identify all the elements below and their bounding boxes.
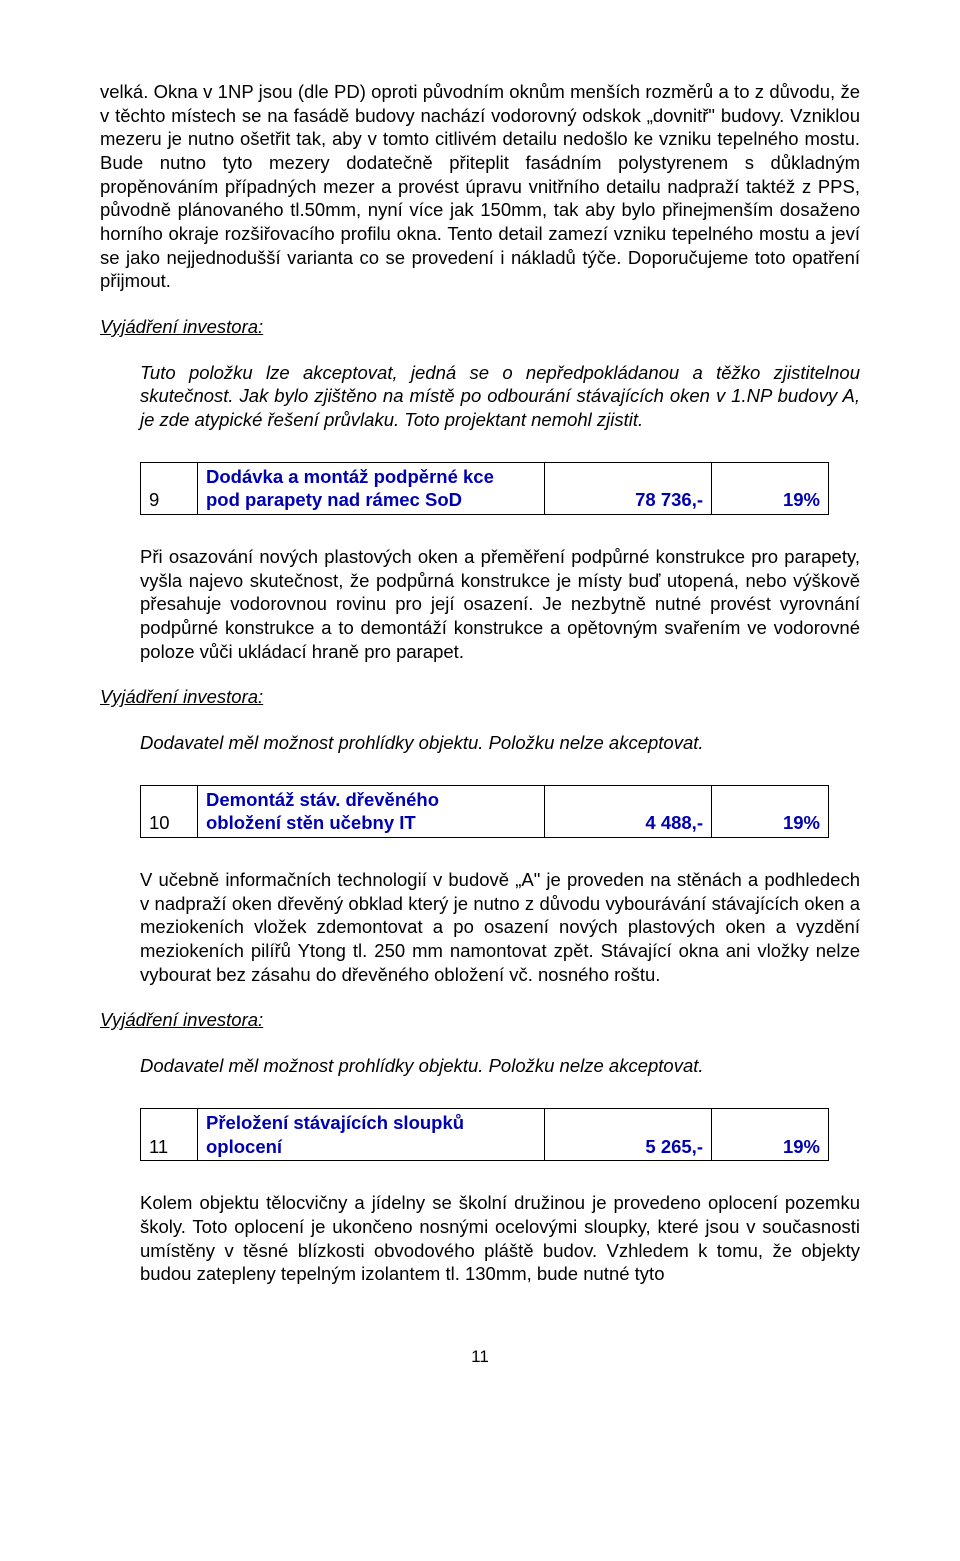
page-number: 11	[100, 1346, 860, 1368]
investor-response-3: Dodavatel měl možnost prohlídky objektu.…	[140, 1054, 860, 1078]
item-pct-cell: 19%	[712, 462, 829, 514]
investor-response-2: Dodavatel měl možnost prohlídky objektu.…	[140, 731, 860, 755]
item-table-9: 9 Dodávka a montáž podpěrné kce pod para…	[140, 462, 829, 515]
item-desc-cell: Přeložení stávajících sloupků oplocení	[198, 1108, 545, 1160]
item-pct-cell: 19%	[712, 785, 829, 837]
item-table-10: 10 Demontáž stáv. dřevěného obložení stě…	[140, 785, 829, 838]
investor-statement-label-2: Vyjádření investora:	[100, 685, 860, 709]
item-price-cell: 5 265,-	[545, 1108, 712, 1160]
item-desc-line1: Demontáž stáv. dřevěného	[206, 789, 439, 810]
paragraph-5: V učebně informačních technologií v budo…	[140, 868, 860, 986]
item-number-cell: 11	[141, 1108, 198, 1160]
investor-statement-label-1: Vyjádření investora:	[100, 315, 860, 339]
paragraph-7: Kolem objektu tělocvičny a jídelny se šk…	[140, 1191, 860, 1286]
item-price-cell: 4 488,-	[545, 785, 712, 837]
item-pct-cell: 19%	[712, 1108, 829, 1160]
paragraph-1: velká. Okna v 1NP jsou (dle PD) oproti p…	[100, 80, 860, 293]
item-desc-line2: obložení stěn učebny IT	[206, 812, 416, 833]
table-row: 10 Demontáž stáv. dřevěného obložení stě…	[141, 785, 829, 837]
item-desc-line1: Dodávka a montáž podpěrné kce	[206, 466, 494, 487]
item-desc-line2: oplocení	[206, 1136, 282, 1157]
table-row: 11 Přeložení stávajících sloupků oplocen…	[141, 1108, 829, 1160]
item-number-cell: 9	[141, 462, 198, 514]
table-row: 9 Dodávka a montáž podpěrné kce pod para…	[141, 462, 829, 514]
item-desc-cell: Dodávka a montáž podpěrné kce pod parape…	[198, 462, 545, 514]
item-desc-line2: pod parapety nad rámec SoD	[206, 489, 462, 510]
item-table-11: 11 Přeložení stávajících sloupků oplocen…	[140, 1108, 829, 1161]
item-desc-line1: Přeložení stávajících sloupků	[206, 1112, 464, 1133]
item-number-cell: 10	[141, 785, 198, 837]
paragraph-3: Při osazování nových plastových oken a p…	[140, 545, 860, 663]
item-price-cell: 78 736,-	[545, 462, 712, 514]
investor-response-1: Tuto položku lze akceptovat, jedná se o …	[140, 361, 860, 432]
item-desc-cell: Demontáž stáv. dřevěného obložení stěn u…	[198, 785, 545, 837]
investor-statement-label-3: Vyjádření investora:	[100, 1008, 860, 1032]
